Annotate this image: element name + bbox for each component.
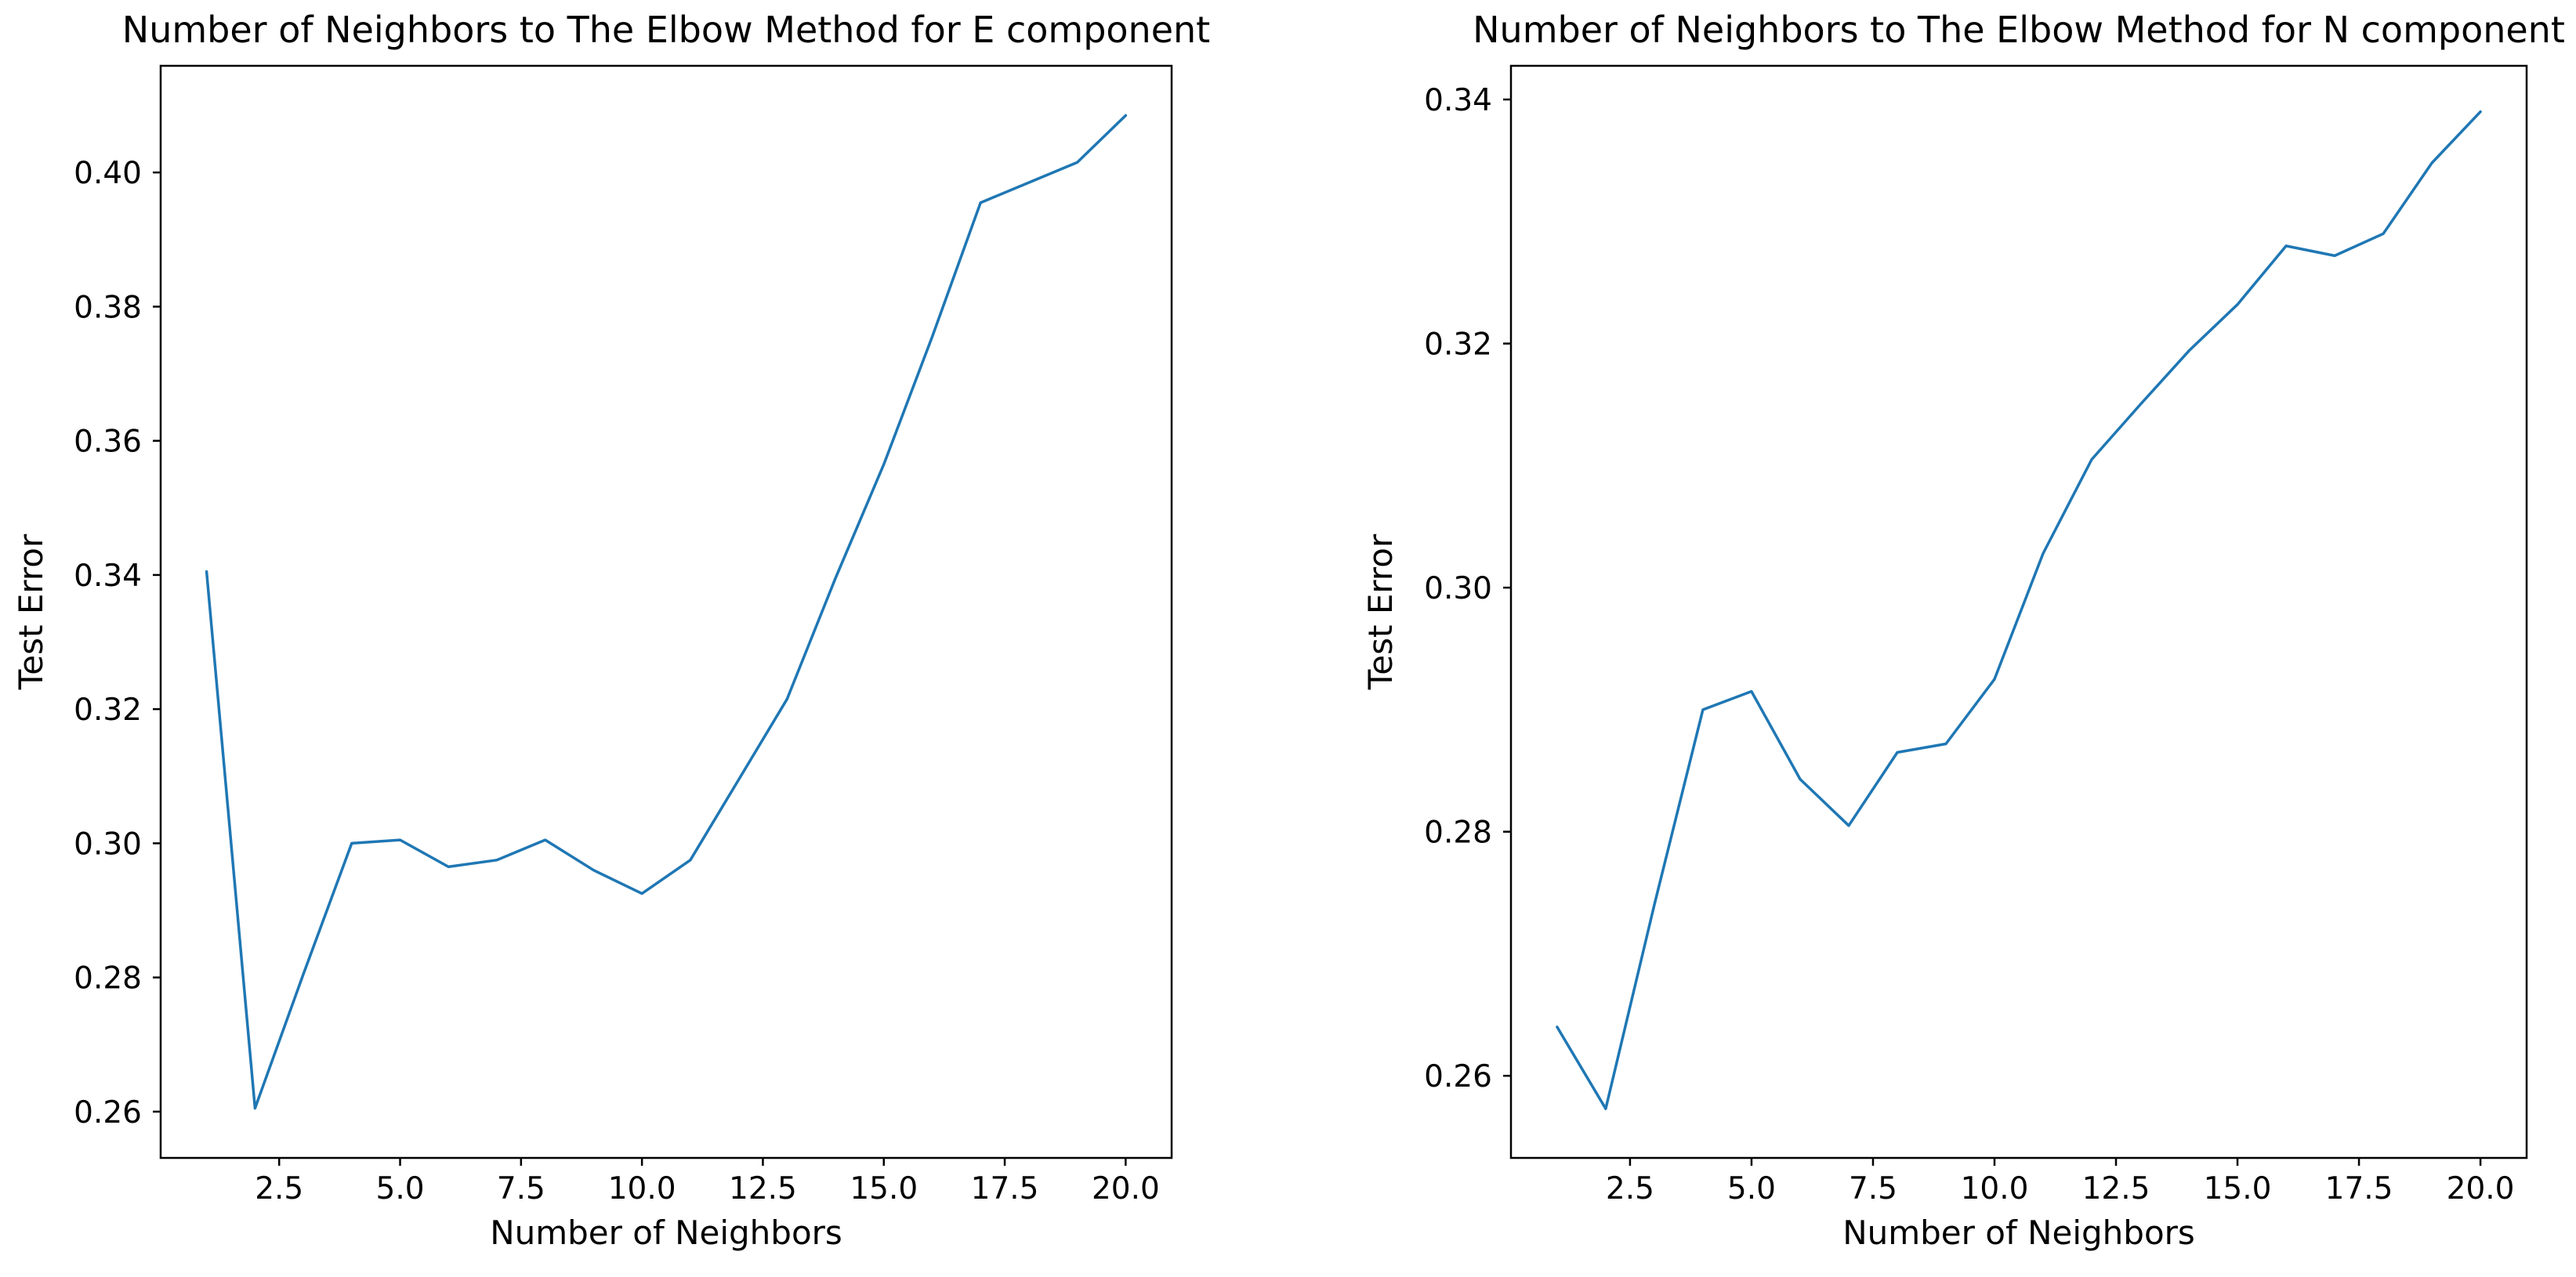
axes-frame	[159, 64, 1173, 1159]
y-tick-label: 0.28	[1424, 816, 1492, 851]
y-tick-label: 0.26	[1424, 1059, 1492, 1094]
y-tick-label: 0.40	[74, 156, 142, 191]
y-tick-label: 0.30	[1424, 571, 1492, 606]
y-tick-label: 0.32	[1424, 327, 1492, 363]
chart-e-component: 2.5 5.0 7.5 10.0 12.5 15.0 17.5 20.0 0.26 0.28 0.3…	[74, 64, 1173, 1206]
x-tick-label: 2.5	[1606, 1171, 1654, 1206]
y-tick-label: 0.26	[74, 1095, 142, 1130]
y-tick-label: 0.36	[74, 425, 142, 460]
y-tick-label: 0.30	[74, 827, 142, 862]
x-tick-label: 12.5	[2082, 1171, 2150, 1206]
x-tick-label: 7.5	[497, 1171, 545, 1206]
y-tick-label: 0.38	[74, 290, 142, 325]
chart-n-yaxis-label: Test Error	[1360, 534, 1400, 690]
chart-e-xaxis-label: Number of Neighbors	[490, 1214, 842, 1252]
x-tick-label: 2.5	[255, 1171, 303, 1206]
x-tick-label: 5.0	[1727, 1171, 1776, 1206]
y-tick-label: 0.34	[74, 559, 142, 594]
test-error-line	[1556, 110, 2482, 1110]
chart-n-component: 2.5 5.0 7.5 10.0 12.5 15.0 17.5 20.0 0.26 0.28 0.3…	[1424, 64, 2528, 1206]
x-tick-label: 12.5	[729, 1171, 797, 1206]
x-tick-label: 15.0	[2204, 1171, 2272, 1206]
chart-n-xaxis-label: Number of Neighbors	[1842, 1214, 2195, 1252]
axes-frame	[1509, 64, 2528, 1159]
y-tick-label: 0.28	[74, 961, 142, 997]
chart-e-yaxis-label: Test Error	[11, 534, 50, 690]
x-tick-label: 10.0	[1961, 1171, 2029, 1206]
test-error-line	[205, 114, 1128, 1110]
x-tick-label: 5.0	[376, 1171, 425, 1206]
x-tick-label: 10.0	[608, 1171, 676, 1206]
x-tick-label: 15.0	[850, 1171, 918, 1206]
x-tick-label: 20.0	[2447, 1171, 2515, 1206]
x-tick-label: 20.0	[1092, 1171, 1160, 1206]
x-tick-label: 7.5	[1849, 1171, 1897, 1206]
y-tick-label: 0.34	[1424, 83, 1492, 118]
x-tick-label: 17.5	[971, 1171, 1039, 1206]
y-tick-label: 0.32	[74, 693, 142, 728]
x-tick-label: 17.5	[2325, 1171, 2393, 1206]
chart-e-title: Number of Neighbors to The Elbow Method …	[121, 9, 1211, 51]
chart-n-title: Number of Neighbors to The Elbow Method …	[1473, 9, 2565, 51]
